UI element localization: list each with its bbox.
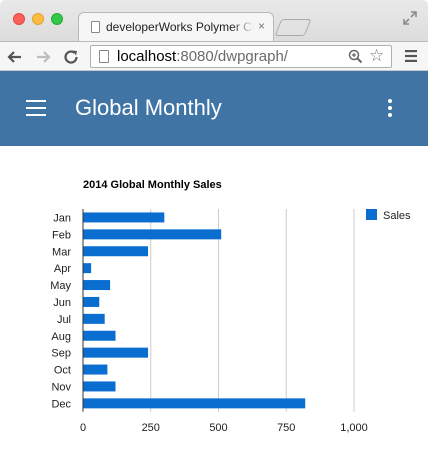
bar-chart: 2014 Global Monthly Sales Jan Feb Mar Apr May… xyxy=(50,179,411,434)
forward-icon[interactable] xyxy=(34,48,52,66)
page-info-icon[interactable] xyxy=(99,50,109,63)
zoom-window-button[interactable] xyxy=(51,13,63,25)
y-tick-label: Mar xyxy=(52,246,71,258)
x-tick-label: 0 xyxy=(80,422,86,434)
reload-icon[interactable] xyxy=(62,48,80,66)
tab-title: developerWorks Polymer Chart Demo xyxy=(106,20,254,34)
back-icon[interactable] xyxy=(6,48,24,66)
zoom-icon[interactable] xyxy=(348,49,363,64)
chart-bar xyxy=(83,398,306,409)
chart-bar xyxy=(83,313,105,324)
browser-menu-icon[interactable] xyxy=(404,49,418,63)
minimize-window-button[interactable] xyxy=(32,13,44,25)
tab-strip: developerWorks Polymer Chart Demo × xyxy=(0,0,428,42)
x-tick-label: 1,000 xyxy=(340,422,368,434)
chart-bar xyxy=(83,229,222,240)
y-tick-label: Apr xyxy=(54,263,71,275)
y-tick-label: Sep xyxy=(51,348,71,360)
y-tick-label: Jul xyxy=(57,314,71,326)
legend-label: Sales xyxy=(383,210,411,222)
x-tick-label: 250 xyxy=(142,422,160,434)
y-tick-label: Dec xyxy=(51,398,71,410)
y-tick-label: May xyxy=(50,280,71,292)
chart-bar xyxy=(83,212,165,223)
page-title: Global Monthly xyxy=(75,95,222,120)
y-tick-label: Oct xyxy=(54,365,71,377)
chart-bar xyxy=(83,364,108,375)
y-tick-label: Nov xyxy=(51,381,71,393)
chart-bar xyxy=(83,263,92,274)
address-bar[interactable]: localhost:8080/dwpgraph/ ☆ xyxy=(90,45,392,68)
tab-close-button[interactable]: × xyxy=(258,19,266,33)
menu-icon[interactable] xyxy=(26,100,46,116)
close-window-button[interactable] xyxy=(13,13,25,25)
app-toolbar: Global Monthly xyxy=(0,71,428,146)
y-tick-label: Aug xyxy=(51,331,71,343)
page-icon xyxy=(91,21,100,33)
chart-bar xyxy=(83,347,149,358)
new-tab-button[interactable] xyxy=(274,19,312,36)
fullscreen-icon[interactable] xyxy=(402,10,418,26)
browser-tab[interactable]: developerWorks Polymer Chart Demo × xyxy=(78,12,274,42)
chart-bar xyxy=(83,280,111,291)
browser-toolbar: localhost:8080/dwpgraph/ ☆ xyxy=(0,41,428,71)
chart-bar xyxy=(83,330,116,341)
chart-title: 2014 Global Monthly Sales xyxy=(83,179,222,191)
more-options-icon[interactable] xyxy=(386,99,394,119)
y-tick-label: Jan xyxy=(53,212,71,224)
legend-swatch xyxy=(366,209,377,220)
x-tick-label: 750 xyxy=(277,422,295,434)
bookmark-star-icon[interactable]: ☆ xyxy=(369,46,385,65)
chart-container: 2014 Global Monthly Sales Jan Feb Mar Apr May… xyxy=(0,146,428,464)
url-text: localhost:8080/dwpgraph/ xyxy=(117,48,288,65)
chart-bar xyxy=(83,381,116,392)
y-tick-label: Feb xyxy=(52,229,71,241)
chart-bar xyxy=(83,246,149,257)
x-tick-label: 500 xyxy=(209,422,227,434)
y-tick-label: Jun xyxy=(53,297,71,309)
chart-bar xyxy=(83,296,100,307)
